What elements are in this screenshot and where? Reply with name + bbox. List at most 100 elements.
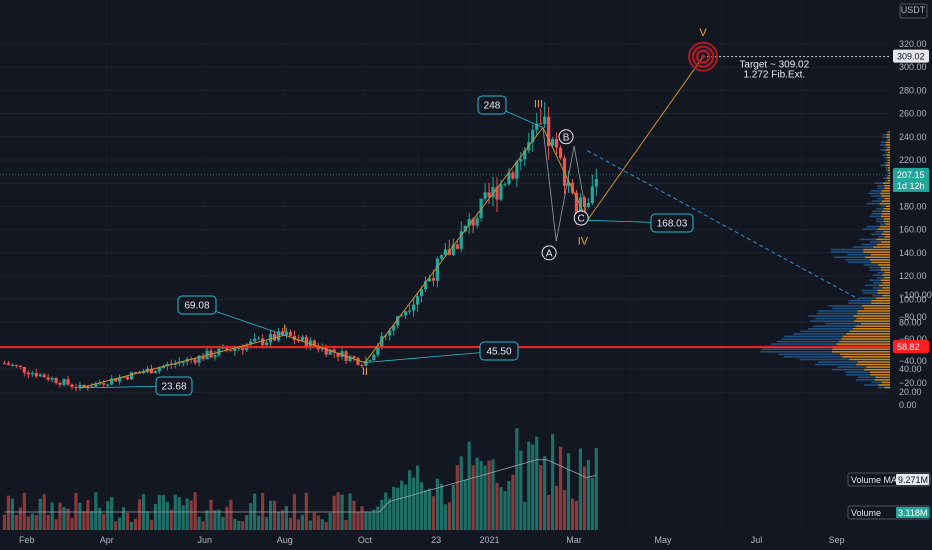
price-tick-label: 320.00	[899, 39, 927, 49]
volume-bar	[169, 509, 173, 530]
callout-box[interactable]	[177, 295, 217, 315]
price-tick-label: 280.00	[899, 85, 927, 95]
candle-body	[14, 365, 18, 367]
candle-body	[356, 357, 360, 365]
currency-box[interactable]	[899, 3, 928, 19]
candle-body	[491, 187, 495, 198]
candle-body	[241, 348, 245, 351]
price-axis[interactable]: USDT20.0040.0060.0080.00100.00120.00140.…	[847, 0, 932, 550]
price-tick-label: 140.00	[899, 248, 927, 258]
time-axis[interactable]: Feb Apr Jun Aug Oct 23 2021 Mar May Jul Sep	[19, 535, 845, 545]
volume-bar	[288, 517, 293, 530]
callout-box[interactable]	[477, 95, 507, 115]
callout-box[interactable]	[479, 341, 519, 361]
candle-body	[197, 355, 201, 363]
volume-bar	[455, 465, 459, 530]
profile-bar-blue	[825, 322, 862, 325]
profile-bar-blue	[852, 246, 874, 248]
profile-bar-orange	[878, 284, 890, 287]
candle-body	[54, 377, 58, 383]
profile-bar-orange	[883, 230, 890, 233]
profile-bar-blue	[834, 256, 865, 259]
profile-bar-blue	[848, 302, 872, 305]
profile-bar-orange	[886, 133, 890, 136]
profile-bar-orange	[883, 218, 890, 220]
volume-bar	[364, 511, 368, 530]
candle-body	[129, 372, 134, 380]
volume-bar	[125, 513, 130, 530]
volume-bar	[54, 519, 58, 530]
candle-body	[543, 116, 547, 125]
candle-body	[578, 197, 583, 218]
volume-profile	[760, 131, 890, 389]
profile-bar-orange	[882, 282, 890, 284]
abc-label-c: C	[578, 214, 585, 225]
profile-bar-blue	[872, 210, 883, 213]
candle-body	[10, 365, 14, 367]
candle-body	[94, 383, 98, 387]
profile-bar-orange	[888, 169, 890, 172]
volume-bar	[495, 482, 499, 530]
candle-body	[503, 184, 507, 186]
profile-bar-blue	[885, 169, 889, 172]
price-tick-label: 240.00	[899, 132, 927, 142]
candle-body	[265, 342, 269, 346]
wave-label-iv: IV	[578, 236, 589, 248]
profile-bar-orange	[888, 159, 890, 162]
candle-body	[459, 231, 463, 249]
candle-body	[408, 310, 412, 312]
volume-bar	[2, 514, 7, 530]
candle-body	[300, 336, 304, 341]
volume-bar	[106, 501, 110, 530]
candle-body	[193, 359, 197, 363]
profile-bar-orange	[880, 192, 890, 195]
candle-body	[324, 347, 328, 355]
volume-bar	[336, 492, 340, 530]
volume-bar	[499, 487, 503, 530]
profile-bar-orange	[884, 184, 890, 187]
profile-bar-orange	[881, 381, 890, 384]
vma-pill-label: Volume MA	[851, 475, 897, 485]
profile-bar-blue	[848, 261, 872, 264]
candle-body	[122, 376, 126, 378]
profile-bar-blue	[878, 386, 885, 389]
profile-bar-blue	[845, 371, 870, 374]
candle-body	[58, 382, 62, 385]
volume-bar	[201, 521, 205, 530]
profile-bar-blue	[881, 205, 886, 207]
wave-label-ii: II	[362, 366, 368, 378]
callout-value: 45.50	[486, 347, 511, 358]
vma-pill-value-bg	[896, 474, 929, 485]
candle-body	[332, 349, 336, 353]
callout-box[interactable]	[650, 213, 694, 233]
profile-bar-orange	[854, 320, 890, 322]
volume-bar	[197, 516, 201, 530]
profile-bar-blue	[846, 373, 871, 376]
candle-body	[114, 378, 118, 382]
candle-body	[570, 182, 575, 193]
elliott-wave-line[interactable]	[79, 56, 704, 389]
profile-bar-orange	[849, 330, 890, 333]
volume-bar	[34, 515, 38, 530]
time-tick-label: Oct	[358, 535, 373, 545]
callout-box[interactable]	[155, 376, 193, 396]
profile-bar-blue	[884, 161, 888, 164]
profile-bar-orange	[887, 167, 890, 169]
candle-body	[352, 356, 356, 358]
profile-bar-blue	[832, 368, 864, 371]
volume-bar	[415, 465, 420, 530]
candle-body	[78, 384, 82, 389]
profile-bar-blue	[887, 172, 889, 174]
profile-bar-blue	[862, 228, 878, 230]
volume-bar	[193, 492, 197, 530]
profile-bar-blue	[871, 190, 882, 192]
candle-body	[292, 335, 297, 340]
volume-bar	[272, 500, 277, 530]
candle-body	[82, 384, 86, 387]
profile-bar-orange	[885, 141, 890, 144]
profile-bar-orange	[880, 279, 890, 282]
abc-circle-b	[558, 129, 574, 145]
volume-bar	[578, 448, 583, 530]
profile-bar-orange	[888, 131, 890, 133]
